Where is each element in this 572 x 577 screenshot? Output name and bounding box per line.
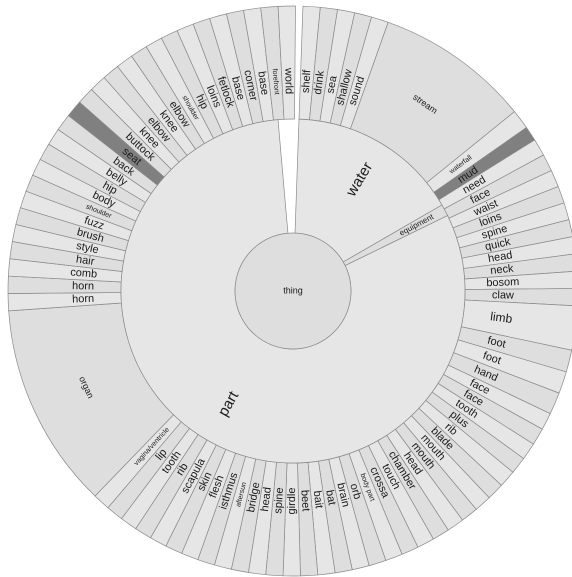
outer-label-head: head (487, 249, 513, 265)
outer-label-bat: bat (323, 489, 338, 506)
outer-label-style: style (75, 240, 100, 256)
outer-label-quick: quick (484, 236, 512, 253)
root-label: thing (283, 285, 303, 295)
outer-node-horn[interactable]: horn (7, 292, 122, 312)
outer-label-foot: foot (481, 350, 502, 367)
outer-label-neck: neck (490, 263, 515, 277)
outer-label-orb: orb (347, 482, 363, 501)
outer-label-brain: brain (334, 482, 351, 509)
outer-label-bosom: bosom (486, 276, 519, 289)
outer-label-world: world (282, 67, 295, 95)
outer-label-head: head (259, 486, 274, 512)
outer-label-base: base (255, 70, 270, 95)
outer-label-hair: hair (75, 254, 95, 269)
outer-label-horn: horn (72, 280, 94, 292)
outer-label-claw: claw (492, 289, 514, 301)
outer-label-drink: drink (312, 70, 327, 96)
outer-label-horn: horn (72, 293, 94, 306)
root-circle[interactable] (234, 232, 352, 350)
outer-label-spine: spine (272, 487, 286, 514)
outer-segment-world[interactable] (277, 5, 296, 120)
outer-node-stream[interactable]: stream (349, 21, 515, 184)
outer-label-foot: foot (486, 335, 507, 351)
outer-label-comb: comb (70, 266, 98, 280)
outer-label-bait: bait (311, 490, 325, 509)
outer-label-girdle: girdle (286, 488, 298, 515)
outer-label-shelf: shelf (300, 69, 314, 94)
outer-node-world[interactable]: world (277, 5, 296, 120)
outer-label-forefront: forefront (271, 68, 280, 95)
root-node[interactable]: thing (234, 232, 352, 350)
outer-label-beet: beet (298, 490, 311, 512)
outer-label-hip: hip (193, 93, 210, 111)
outer-label-rib: rib (174, 461, 191, 478)
outer-label-limb: limb (489, 309, 513, 326)
outer-node-sea[interactable]: sea (319, 9, 356, 124)
outer-label-sea: sea (325, 74, 340, 95)
outer-node-corner[interactable]: corner (226, 9, 264, 125)
